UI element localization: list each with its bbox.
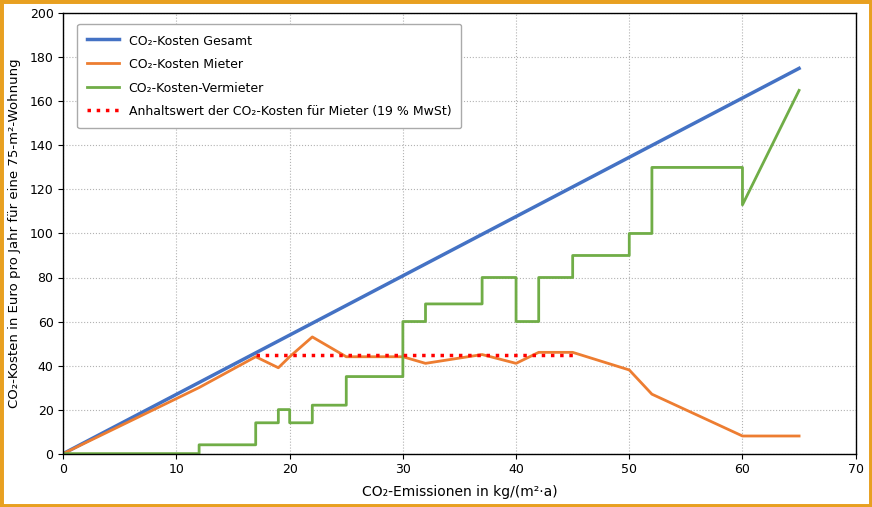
X-axis label: CO₂-Emissionen in kg/(m²·a): CO₂-Emissionen in kg/(m²·a) [362,485,557,499]
Legend: CO₂-Kosten Gesamt, CO₂-Kosten Mieter, CO₂-Kosten-Vermieter, Anhaltswert der CO₂-: CO₂-Kosten Gesamt, CO₂-Kosten Mieter, CO… [78,24,461,128]
Y-axis label: CO₂-Kosten in Euro pro Jahr für eine 75-m²-Wohnung: CO₂-Kosten in Euro pro Jahr für eine 75-… [9,59,21,408]
